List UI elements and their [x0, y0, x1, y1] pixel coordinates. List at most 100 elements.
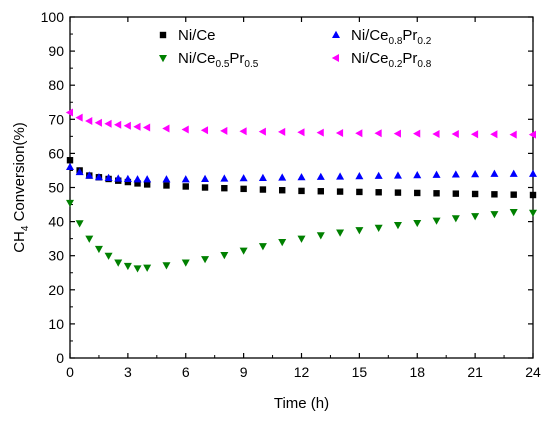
x-tick-label: 9	[240, 364, 248, 380]
legend: Ni/Ce Ni/Ce0.8Pr0.2Ni/Ce0.5Pr0.5 Ni/Ce0.2P…	[159, 27, 432, 70]
data-point	[297, 235, 306, 243]
data-point	[490, 211, 499, 219]
data-point	[200, 126, 209, 135]
data-point	[123, 262, 132, 271]
data-point	[355, 227, 364, 235]
x-tick-label: 15	[352, 364, 368, 380]
series-2	[66, 162, 537, 183]
series-4	[65, 108, 536, 139]
data-point	[239, 247, 248, 255]
data-point	[491, 191, 498, 198]
data-point	[114, 259, 123, 267]
data-point	[393, 222, 402, 230]
data-point	[451, 215, 460, 223]
data-point	[104, 173, 113, 181]
data-point	[336, 188, 344, 195]
y-tick-label: 0	[56, 350, 64, 366]
data-point	[104, 119, 112, 128]
legend-item: Ni/Ce0.2Pr0.8	[331, 50, 432, 70]
data-point	[316, 128, 324, 137]
x-tick-label: 0	[66, 364, 74, 380]
data-point	[335, 128, 344, 137]
y-tick-label: 10	[48, 316, 64, 332]
x-tick-label: 24	[525, 364, 541, 380]
data-point	[413, 219, 422, 228]
legend-label: Ni/Ce0.8Pr0.2	[351, 27, 432, 47]
data-point	[393, 129, 401, 138]
data-point	[162, 175, 171, 183]
series-3	[66, 199, 537, 273]
data-point	[470, 130, 479, 139]
data-point	[114, 120, 122, 129]
data-point	[85, 171, 94, 179]
data-point	[221, 184, 228, 192]
legend-item: Ni/Ce	[159, 27, 216, 44]
legend-label-part: Pr	[402, 50, 417, 67]
legend-label-part: Pr	[402, 27, 417, 44]
data-point	[490, 130, 498, 139]
data-point	[336, 229, 345, 237]
data-point	[104, 252, 113, 260]
legend-label-subscript: 0.8	[417, 59, 431, 70]
data-point	[201, 256, 210, 264]
y-tick-label: 80	[48, 77, 64, 93]
data-point	[162, 124, 170, 133]
data-point	[94, 173, 103, 181]
data-point	[374, 224, 383, 232]
data-point	[143, 264, 152, 272]
data-point	[239, 174, 248, 182]
y-axis-label-subscript: 4	[20, 225, 31, 231]
y-axis-label-part: CH	[11, 231, 28, 253]
x-tick-label: 6	[182, 364, 190, 380]
data-point	[220, 126, 228, 135]
legend-label: Ni/Ce0.2Pr0.8	[351, 50, 432, 70]
data-point	[529, 191, 537, 199]
y-tick-label: 50	[48, 180, 64, 196]
data-point	[471, 190, 479, 198]
legend-marker	[331, 54, 339, 62]
data-point	[114, 174, 123, 182]
data-point	[316, 232, 325, 240]
data-point	[162, 262, 171, 270]
data-point	[278, 173, 287, 181]
data-point	[452, 190, 460, 197]
data-point	[240, 185, 247, 193]
data-point	[432, 170, 441, 178]
data-points	[65, 108, 537, 273]
data-point	[317, 188, 324, 195]
data-point	[355, 172, 364, 180]
data-point	[374, 129, 382, 138]
legend-label-part: Ni/Ce	[178, 27, 216, 44]
data-point	[124, 178, 132, 186]
data-point	[133, 175, 142, 183]
data-point	[356, 188, 363, 196]
data-point	[529, 209, 537, 217]
data-point	[66, 162, 74, 171]
data-point	[471, 170, 480, 178]
data-point	[298, 187, 305, 195]
legend-label-part: Pr	[229, 50, 244, 67]
data-point	[433, 190, 440, 197]
x-tick-label: 18	[409, 364, 425, 380]
y-tick-label: 100	[41, 9, 65, 25]
data-point	[451, 170, 460, 178]
data-point	[133, 122, 141, 131]
data-point	[413, 129, 421, 138]
data-point	[509, 130, 517, 139]
data-point	[143, 181, 151, 188]
data-point	[297, 128, 305, 137]
legend-label-part: Ni/Ce	[178, 50, 216, 67]
data-point	[65, 108, 73, 117]
y-tick-label: 40	[48, 214, 64, 230]
legend-label-part: Ni/Ce	[351, 27, 389, 44]
legend-label-subscript: 0.2	[389, 59, 403, 70]
data-point	[66, 199, 74, 208]
x-tick-label: 3	[124, 364, 132, 380]
data-point	[316, 172, 325, 180]
legend-label: Ni/Ce	[178, 27, 216, 44]
data-point	[85, 117, 93, 126]
data-point	[258, 243, 267, 251]
data-point	[375, 189, 382, 196]
y-tick-label: 60	[48, 145, 64, 161]
